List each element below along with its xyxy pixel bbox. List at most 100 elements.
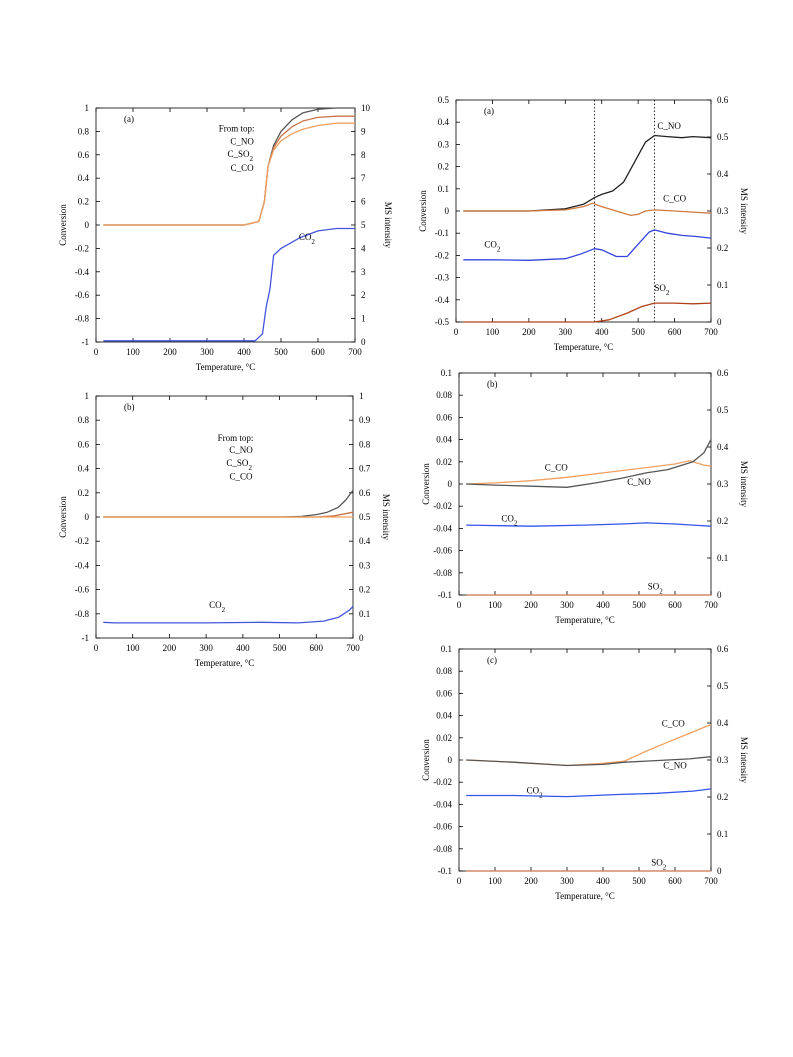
y-tick-label: -1 (82, 633, 90, 643)
y-tick-label: -0.5 (435, 317, 450, 327)
x-axis-label: Temperature, °C (195, 658, 254, 668)
y-tick-label: 0.4 (438, 117, 450, 127)
x-tick-label: 600 (310, 643, 324, 653)
y2-axis-label: MS intensity (739, 737, 749, 784)
x-tick-label: 400 (596, 876, 610, 886)
x-tick-label: 100 (126, 347, 140, 357)
y-tick-label: -0.02 (433, 777, 452, 787)
panel-label: (a) (124, 114, 134, 124)
y-tick-label: -0.4 (75, 267, 90, 277)
y-tick-label: 0 (85, 512, 90, 522)
y2-axis-label: MS intensity (381, 494, 391, 541)
y2-tick-label: 0.4 (717, 442, 729, 452)
y-tick-label: -0.6 (75, 585, 90, 595)
y2-axis-label: MS intensity (383, 202, 393, 249)
y-tick-label: 0.04 (436, 435, 452, 445)
y2-axis-label: MS intensity (739, 188, 749, 235)
y-tick-label: -0.08 (433, 844, 452, 854)
y-tick-label: -0.04 (433, 799, 452, 809)
x-tick-label: 200 (163, 643, 177, 653)
x-axis-label: Temperature, °C (555, 615, 614, 625)
y2-tick-label: 1 (361, 314, 366, 324)
y2-tick-label: 0.3 (717, 479, 729, 489)
panel-label: (c) (487, 655, 497, 665)
y-tick-label: -0.4 (75, 560, 90, 570)
series-line (463, 302, 712, 323)
series-annotation: C_SO2 (228, 149, 254, 163)
x-tick-label: 300 (199, 643, 213, 653)
x-tick-label: 700 (704, 600, 718, 610)
series-annotation: C_CO (545, 463, 569, 473)
y2-axis-label: MS intensity (739, 461, 749, 508)
x-tick-label: 100 (486, 327, 500, 337)
y2-tick-label: 0.3 (717, 206, 729, 216)
series-annotation: C_NO (657, 121, 681, 131)
x-tick-label: 700 (348, 347, 362, 357)
series-line (466, 756, 712, 767)
y-tick-label: -0.2 (435, 250, 449, 260)
x-tick-label: 400 (237, 347, 251, 357)
y2-tick-label: 5 (361, 220, 366, 230)
x-tick-label: 400 (596, 600, 610, 610)
y-tick-label: 0 (85, 220, 90, 230)
y2-tick-label: 0.6 (717, 95, 729, 105)
y2-tick-label: 0.5 (717, 132, 729, 142)
x-axis-label: Temperature, °C (554, 342, 613, 352)
series-line (103, 606, 354, 624)
y-tick-label: -0.1 (438, 590, 452, 600)
series-annotation: CO2 (209, 600, 226, 614)
y-tick-label: -1 (82, 337, 90, 347)
y2-tick-label: 0.5 (717, 681, 729, 691)
series-line (463, 229, 712, 261)
y2-tick-label: 0.1 (717, 280, 728, 290)
x-tick-label: 500 (632, 600, 646, 610)
y-tick-label: -0.04 (433, 523, 452, 533)
series-annotation: SO2 (651, 857, 667, 871)
series-annotation: CO2 (484, 240, 501, 254)
x-tick-label: 300 (200, 347, 214, 357)
y2-tick-label: 0.1 (717, 829, 728, 839)
chart-panel-l-a: 0 100 200 300 400 500 600 700-1-0.8-0.6-0.4-0.2… (58, 103, 393, 372)
y-axis-label: Conversion (418, 190, 428, 232)
x-tick-label: 700 (346, 643, 360, 653)
y-tick-label: 0.2 (78, 488, 89, 498)
x-tick-label: 400 (595, 327, 609, 337)
x-tick-label: 700 (704, 876, 718, 886)
y-tick-label: 0.04 (436, 711, 452, 721)
y-axis-label: Conversion (58, 204, 68, 246)
y-tick-label: 0.02 (436, 733, 452, 743)
y2-tick-label: 0.2 (717, 792, 728, 802)
y2-tick-label: 0.2 (717, 516, 728, 526)
series-annotation: C_NO (663, 760, 687, 770)
chart-panel-r-b: 0 100 200 300 400 500 600 700 -0.1 -0.08 -0.06 -0.0… (421, 368, 749, 625)
y-tick-label: 0.5 (438, 95, 450, 105)
x-tick-label: 100 (488, 876, 502, 886)
x-tick-label: 600 (311, 347, 325, 357)
x-tick-label: 200 (524, 600, 538, 610)
x-tick-label: 400 (236, 643, 250, 653)
y-tick-label: 0 (448, 755, 453, 765)
x-tick-label: 100 (126, 643, 140, 653)
y-axis-label: Conversion (58, 496, 68, 538)
x-tick-label: 0 (94, 643, 99, 653)
y-tick-label: 0.2 (78, 197, 89, 207)
y2-tick-label: 0 (717, 590, 722, 600)
x-tick-label: 600 (668, 876, 682, 886)
x-tick-label: 600 (668, 600, 682, 610)
y2-tick-label: 0.2 (359, 585, 370, 595)
series-annotation: SO2 (648, 581, 664, 595)
panel-label: (a) (484, 106, 494, 116)
series-line (103, 227, 355, 342)
y-tick-label: 0 (445, 206, 450, 216)
y2-tick-label: 0 (717, 866, 722, 876)
x-axis-label: Temperature, °C (196, 362, 255, 372)
x-tick-label: 100 (488, 600, 502, 610)
x-tick-label: 300 (559, 327, 573, 337)
series-annotation: C_CO (230, 471, 254, 481)
y-tick-label: 0.08 (436, 666, 452, 676)
y-tick-label: -0.3 (435, 273, 450, 283)
x-tick-label: 500 (632, 876, 646, 886)
series-line (463, 202, 712, 217)
x-tick-label: 300 (560, 600, 574, 610)
